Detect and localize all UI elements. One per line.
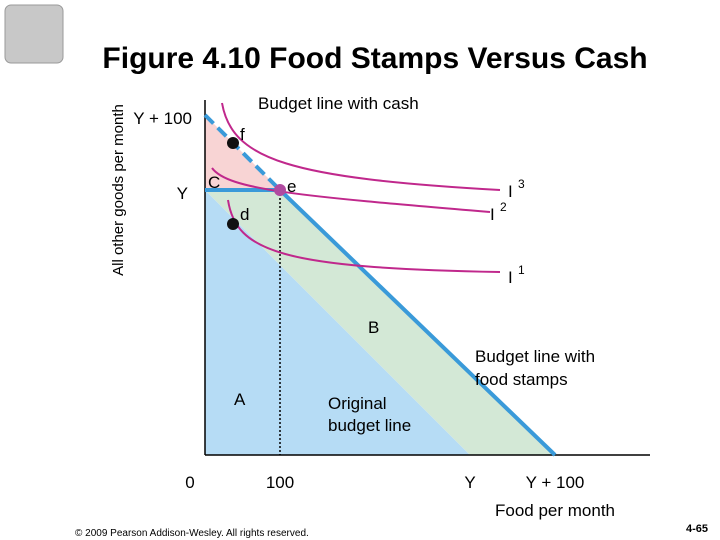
decor-cube — [4, 4, 64, 64]
point-f — [227, 137, 239, 149]
x-tick-label: 100 — [266, 473, 294, 492]
annotation: Budget line with — [475, 347, 595, 366]
x-tick-label: Y + 100 — [526, 473, 585, 492]
curve-label: I — [508, 268, 513, 287]
curve-label: I — [508, 182, 513, 201]
annotation: budget line — [328, 416, 411, 435]
point-label: f — [240, 125, 245, 144]
x-axis-label: Food per month — [495, 501, 615, 520]
point-d — [227, 218, 239, 230]
region-label: A — [234, 390, 246, 409]
indifference-curve — [211, 167, 491, 213]
title: Figure 4.10 Food Stamps Versus Cash — [102, 42, 647, 75]
indifference-curve — [221, 102, 501, 191]
annotation: Budget line with cash — [258, 94, 419, 113]
region-label: B — [368, 318, 379, 337]
curve-label: I — [490, 205, 495, 224]
x-tick-label: Y — [464, 473, 475, 492]
curve-sup: 3 — [518, 177, 525, 191]
point-label: d — [240, 205, 249, 224]
page-number: 4-65 — [686, 523, 708, 535]
y-axis-label: All other goods per month — [110, 104, 127, 276]
region-label: C — [208, 173, 220, 192]
curve-sup: 1 — [518, 263, 525, 277]
copyright: © 2009 Pearson Addison-Wesley. All right… — [75, 528, 309, 539]
annotation: food stamps — [475, 370, 568, 389]
point-e — [274, 184, 286, 196]
annotation: Original — [328, 394, 387, 413]
x-tick-label: 0 — [185, 473, 194, 492]
curve-sup: 2 — [500, 200, 507, 214]
y-tick-label: Y + 100 — [133, 109, 192, 128]
point-label: e — [287, 177, 296, 196]
y-tick-label: Y — [177, 184, 188, 203]
